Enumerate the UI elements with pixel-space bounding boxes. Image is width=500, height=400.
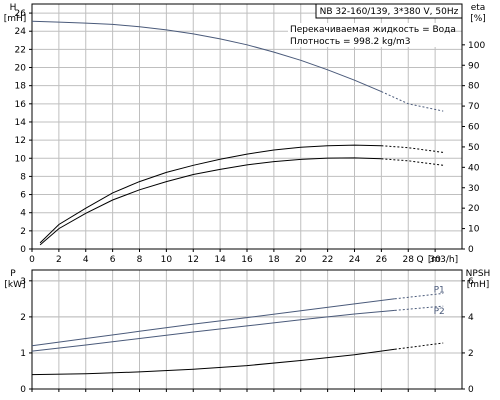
y-right-tick-label: 6 (468, 277, 474, 287)
x-tick-label: 24 (349, 255, 361, 265)
y-right-tick-label: 4 (468, 313, 474, 323)
y-left-label: H (10, 3, 17, 13)
x-tick-label: 2 (56, 255, 62, 265)
y-left-tick-label: 6 (20, 191, 26, 201)
series-line (31, 309, 395, 352)
x-axis-label: Q (416, 255, 423, 265)
y-right-tick-label: 30 (468, 184, 480, 194)
y-right-tick-label: 40 (468, 163, 480, 173)
y-left-unit: [mH] (4, 14, 27, 24)
title-box (315, 3, 463, 19)
y-left-tick-label: 4 (20, 209, 26, 219)
y-right-tick-label: 20 (468, 204, 480, 214)
grid (32, 270, 462, 389)
x-tick-label: 12 (188, 255, 199, 265)
series-line-dashed (394, 342, 444, 350)
y-right-tick-label: 100 (468, 41, 485, 51)
x-tick-label: 4 (83, 255, 89, 265)
y-right-unit: [mH] (467, 280, 490, 290)
series-line-dashed (381, 145, 444, 153)
y-left-tick-label: 18 (15, 82, 27, 92)
y-left-tick-label: 22 (15, 45, 26, 55)
y-right-label: NPSH (466, 269, 491, 279)
panel-1: 0246810121416182022242601020304050607080… (4, 3, 486, 265)
y-right-tick-label: 60 (468, 123, 480, 133)
y-right-tick-label: 0 (468, 385, 474, 395)
y-left-tick-label: 14 (15, 118, 27, 128)
series-label: P1 (434, 285, 445, 295)
y-right-tick-label: 50 (468, 143, 480, 153)
y-right-tick-label: 0 (468, 245, 474, 255)
chart-title: NB 32-160/139, 3*380 V, 50Hz (320, 7, 459, 17)
y-left-tick-label: 0 (20, 385, 26, 395)
y-right-tick-label: 2 (468, 349, 474, 359)
y-right-label: eta (471, 3, 486, 13)
panel-2: 0 1 2 3 0 2 4 6 P[kW] NPSH[mH] P1 P2 (4, 269, 490, 395)
x-tick-label: 6 (110, 255, 116, 265)
series-label: P2 (434, 307, 445, 317)
y-left-tick-label: 0 (20, 245, 26, 255)
series-line (39, 144, 382, 244)
x-tick-label: 26 (376, 255, 388, 265)
y-left-label: P (10, 269, 16, 279)
x-tick-label: 30 (429, 255, 441, 265)
y-right-unit: [%] (470, 14, 486, 24)
y-left-tick-label: 12 (15, 136, 26, 146)
series-line-dashed (381, 158, 444, 166)
y-left-tick-label: 2 (20, 313, 26, 323)
x-tick-label: 20 (295, 255, 307, 265)
y-left-tick-label: 26 (15, 9, 27, 19)
x-tick-label: 0 (29, 255, 35, 265)
series-line-dashed (381, 91, 444, 112)
series-line (39, 157, 382, 246)
x-tick-label: 28 (403, 255, 415, 265)
y-left-tick-label: 1 (20, 349, 26, 359)
y-left-tick-label: 2 (20, 227, 26, 237)
info-line: Перекачиваемая жидкость = Вода (290, 25, 456, 35)
x-tick-label: 16 (241, 255, 253, 265)
series-line (31, 298, 395, 347)
y-left-tick-label: 20 (15, 64, 27, 74)
y-left-unit: [kW] (4, 280, 25, 290)
info-bg (288, 35, 448, 47)
y-left-tick-label: 8 (20, 172, 26, 182)
x-tick-label: 18 (268, 255, 280, 265)
info-line: Плотность = 998.2 kg/m3 (290, 37, 411, 47)
series-line-dashed (394, 305, 444, 311)
series-line-dashed (394, 292, 444, 300)
y-right-tick-label: 10 (468, 225, 480, 235)
series-line (31, 348, 395, 376)
grid (32, 4, 462, 249)
x-axis-unit: [m3/h] (428, 255, 458, 265)
x-tick-label: 14 (214, 255, 226, 265)
y-left-tick-label: 10 (15, 154, 27, 164)
x-tick-label: 10 (161, 255, 173, 265)
y-left-tick-label: 24 (15, 27, 27, 37)
series-line (31, 20, 382, 93)
y-right-tick-label: 80 (468, 82, 480, 92)
y-right-tick-label: 70 (468, 102, 480, 112)
x-tick-label: 8 (137, 255, 143, 265)
y-right-tick-label: 90 (468, 61, 480, 71)
x-tick-label: 22 (322, 255, 333, 265)
y-left-tick-label: 16 (15, 100, 27, 110)
y-left-tick-label: 3 (20, 277, 26, 287)
info-bg (288, 23, 448, 35)
